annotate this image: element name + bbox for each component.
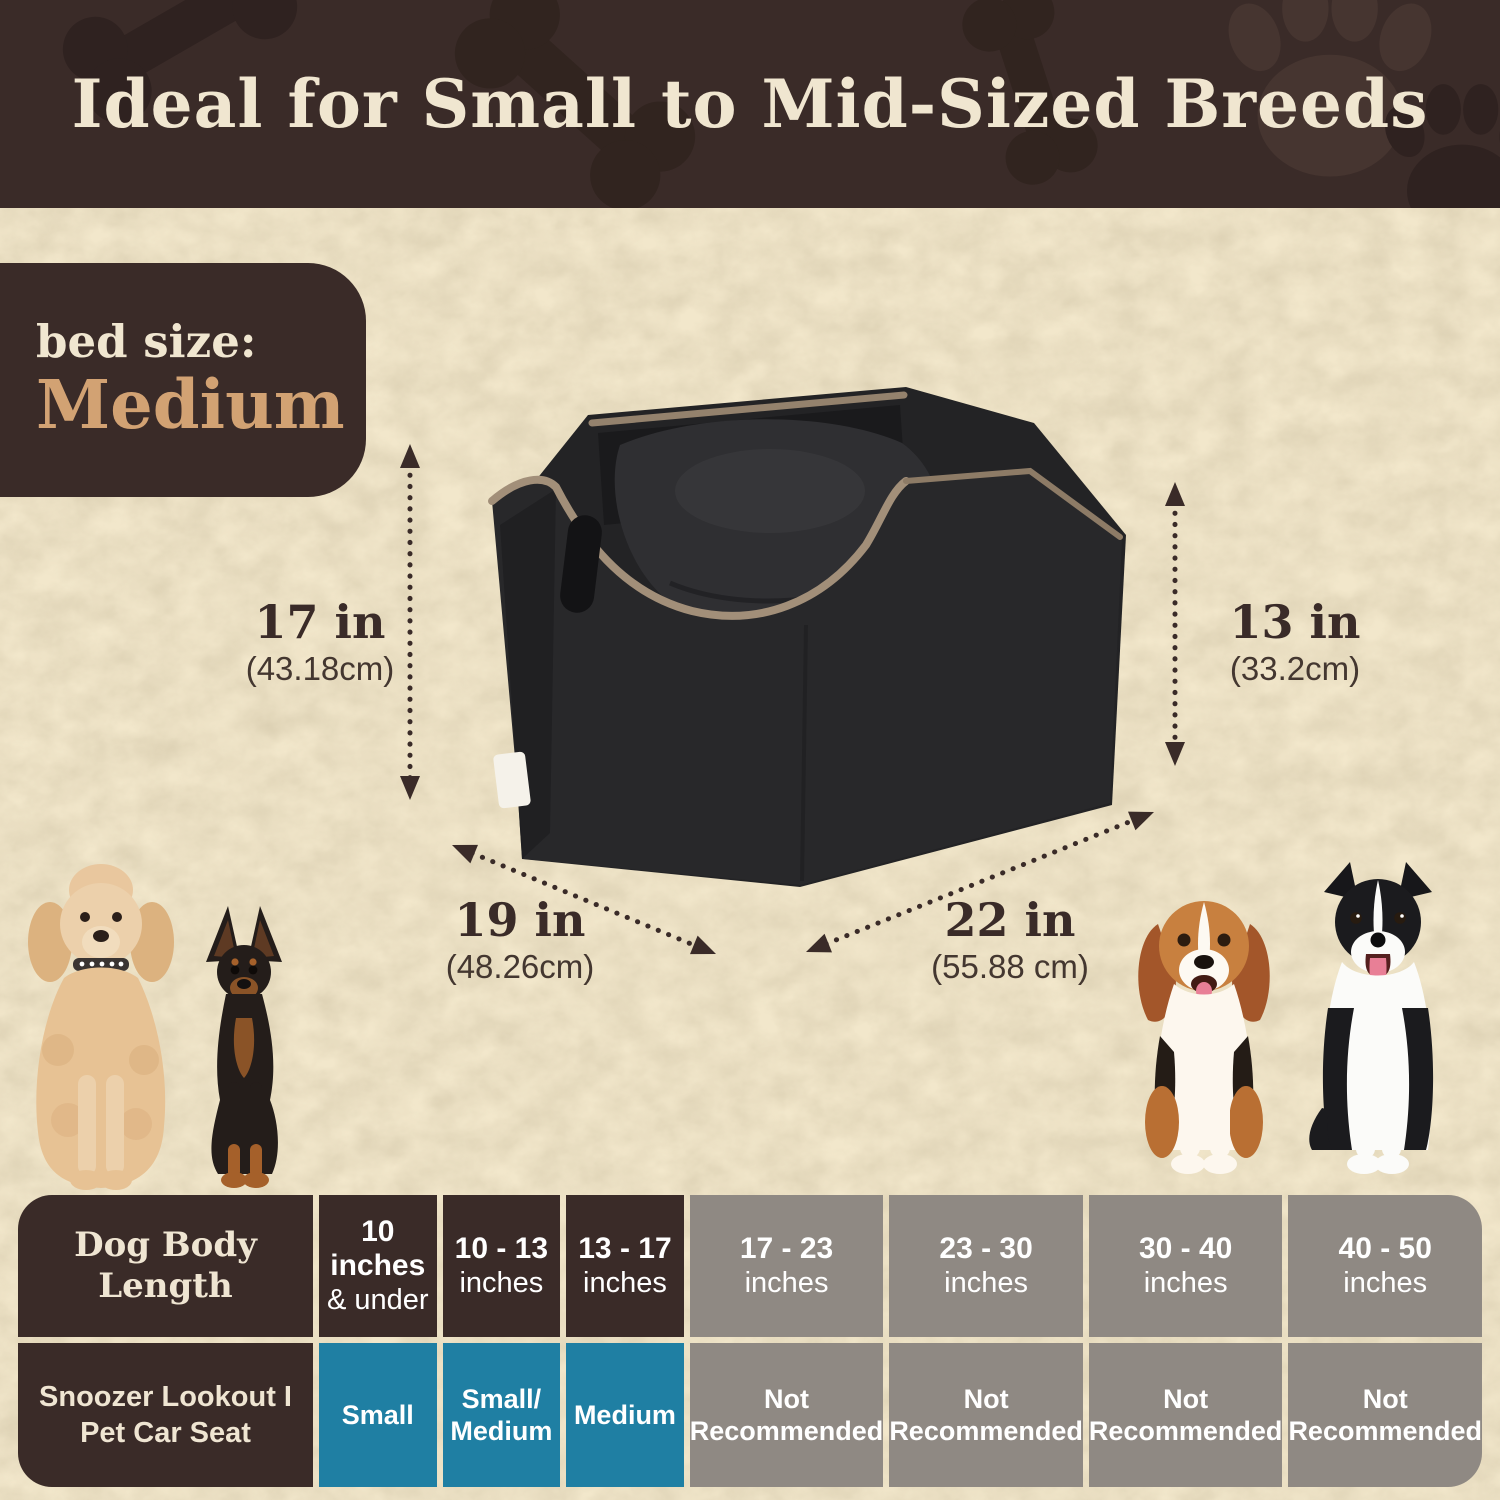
- pet-car-seat-photo: [488, 387, 1126, 887]
- paw-print-icon: [1385, 84, 1500, 208]
- length-column-header: 40 - 50 inches: [1288, 1195, 1482, 1337]
- recommended-size-cell: Small/ Medium: [442, 1343, 561, 1487]
- dog-body-length-label: Dog Body Length: [74, 1225, 257, 1306]
- dimension-width-metric: (55.88 cm): [931, 948, 1089, 986]
- bone-icon: [454, 0, 696, 208]
- dimension-width-value: 22 in: [944, 893, 1076, 947]
- bed-size-badge: bed size: Medium: [0, 263, 366, 497]
- dimension-back-height-value: 13 in: [1229, 595, 1361, 649]
- dimension-depth-value: 19 in: [454, 893, 586, 947]
- length-column-header: 10 - 13 inches: [442, 1195, 561, 1337]
- header-band: Ideal for Small to Mid-Sized Breeds: [0, 0, 1500, 208]
- dimension-depth: 19 in (48.26cm): [395, 896, 645, 986]
- not-recommended-cell: Not Recommended: [1088, 1343, 1283, 1487]
- bone-icon: [62, 0, 298, 124]
- dimension-height-metric: (43.18cm): [245, 650, 395, 688]
- bed-size-label: bed size:: [36, 314, 257, 368]
- length-column-header: 30 - 40 inches: [1088, 1195, 1283, 1337]
- bone-icon: [962, 0, 1098, 185]
- table-header-dog-body-length: Dog Body Length: [18, 1195, 313, 1337]
- miniature-pinscher-photo: [206, 906, 282, 1188]
- length-column-header: 10 inches & under: [319, 1195, 437, 1337]
- recommended-size-cell: Small: [319, 1343, 437, 1487]
- poodle-photo: [28, 864, 174, 1190]
- length-column-header: 13 - 17 inches: [566, 1195, 684, 1337]
- dimension-height: 17 in (43.18cm): [195, 598, 445, 688]
- size-table: Dog Body Length 10 inches & under 10 - 1…: [18, 1195, 1482, 1487]
- dimension-back-height-metric: (33.2cm): [1229, 650, 1361, 688]
- not-recommended-cell: Not Recommended: [1288, 1343, 1482, 1487]
- dimension-depth-metric: (48.26cm): [445, 948, 595, 986]
- recommended-size-cell: Medium: [566, 1343, 684, 1487]
- dimension-width: 22 in (55.88 cm): [885, 896, 1135, 986]
- snoozer-tag: [493, 751, 531, 809]
- border-collie-photo: [1309, 862, 1434, 1174]
- dimension-height-value: 17 in: [254, 595, 386, 649]
- length-column-header: 23 - 30 inches: [889, 1195, 1083, 1337]
- not-recommended-cell: Not Recommended: [689, 1343, 884, 1487]
- table-header-product: Snoozer Lookout I Pet Car Seat: [18, 1343, 313, 1487]
- beagle-photo: [1138, 901, 1270, 1174]
- page-title: Ideal for Small to Mid-Sized Breeds: [71, 65, 1429, 143]
- not-recommended-cell: Not Recommended: [889, 1343, 1083, 1487]
- paw-and-bone-decor: [62, 0, 1500, 208]
- bed-size-value: Medium: [36, 365, 345, 445]
- length-column-header: 17 - 23 inches: [689, 1195, 884, 1337]
- paw-print-icon: [1228, 0, 1432, 177]
- dimension-back-height: 13 in (33.2cm): [1180, 598, 1410, 688]
